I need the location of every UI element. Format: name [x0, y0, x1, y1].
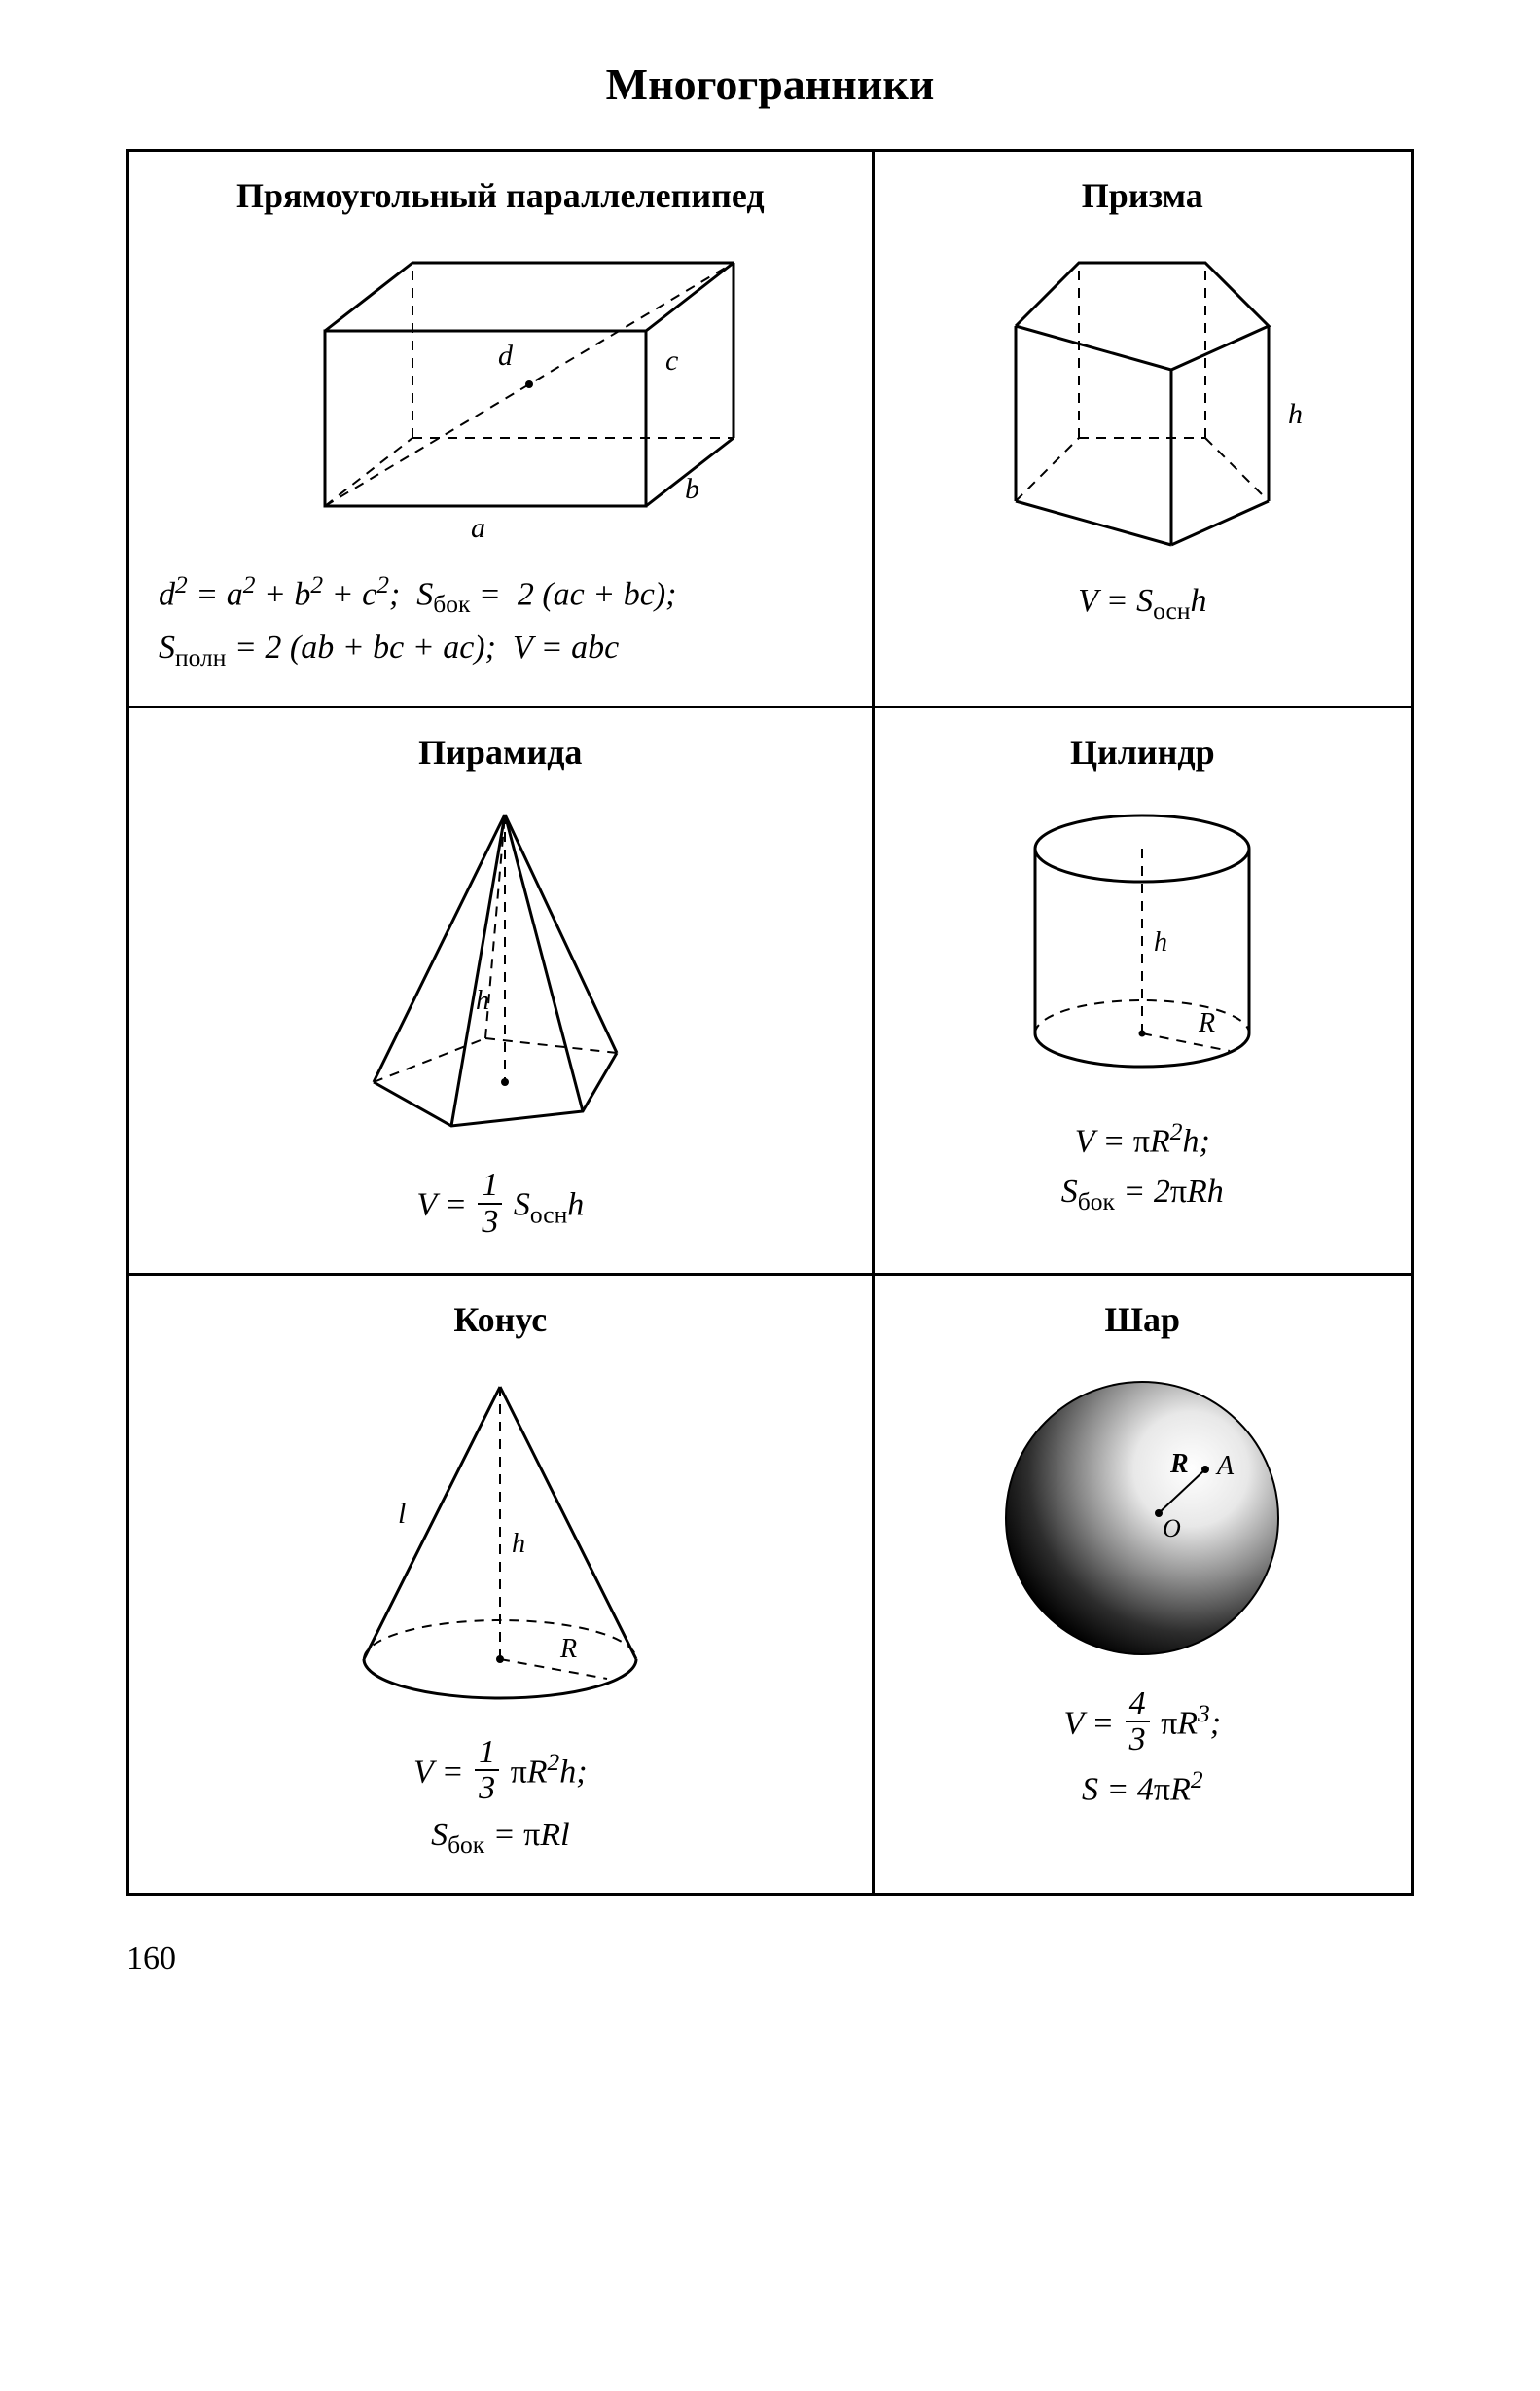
label-R: R [1198, 1008, 1215, 1038]
page-title: Многогранники [126, 58, 1414, 110]
label-h: h [1288, 398, 1303, 430]
page: Многогранники Прямоугольный параллелепип… [0, 0, 1540, 2036]
cylinder-formula: V = πR2h;Sбок = 2πRh [894, 1113, 1391, 1219]
label-h: h [476, 986, 489, 1016]
cell-title: Призма [894, 175, 1391, 216]
sphere-formula: V = 43 πR3;S = 4πR2 [894, 1690, 1391, 1815]
cell-cuboid: Прямоугольный параллелепипед [128, 151, 874, 707]
label-h: h [512, 1529, 525, 1559]
label-R: R [559, 1634, 577, 1664]
cell-title: Шар [894, 1299, 1391, 1340]
prism-diagram: h [957, 234, 1327, 564]
cone-diagram: l h R [305, 1358, 695, 1727]
label-R: R [1169, 1449, 1189, 1479]
label-c: c [665, 344, 678, 377]
cone-formula: V = 13 πR2h;Sбок = πRl [149, 1739, 852, 1864]
label-l: l [398, 1498, 406, 1530]
cell-prism: Призма [873, 151, 1412, 707]
label-d: d [498, 340, 514, 372]
label-b: b [685, 473, 699, 505]
label-A: A [1215, 1451, 1235, 1481]
cell-title: Конус [149, 1299, 852, 1340]
pyramid-formula: V = 13 Sоснh [149, 1172, 852, 1243]
cylinder-diagram: h R [986, 790, 1298, 1102]
label-O: O [1163, 1514, 1181, 1542]
label-h: h [1154, 927, 1167, 958]
cuboid-diagram: d a b c [247, 234, 753, 555]
sphere-diagram: R A O [982, 1358, 1303, 1679]
cuboid-formulas: d2 = a2 + b2 + c2; Sбок = 2 (ac + bc);Sп… [149, 566, 852, 676]
label-a: a [471, 512, 485, 544]
cell-title: Пирамида [149, 732, 852, 773]
cell-cylinder: Цилиндр [873, 707, 1412, 1274]
cell-title: Цилиндр [894, 732, 1391, 773]
solids-table: Прямоугольный параллелепипед [126, 149, 1414, 1896]
cell-sphere: Шар R [873, 1274, 1412, 1894]
cell-title: Прямоугольный параллелепипед [149, 175, 852, 216]
cell-pyramid: Пирамида [128, 707, 874, 1274]
prism-formula: V = Sоснh [894, 576, 1391, 630]
page-number: 160 [126, 1940, 1414, 1977]
pyramid-diagram: h [315, 790, 685, 1160]
cell-cone: Конус l h R [128, 1274, 874, 1894]
